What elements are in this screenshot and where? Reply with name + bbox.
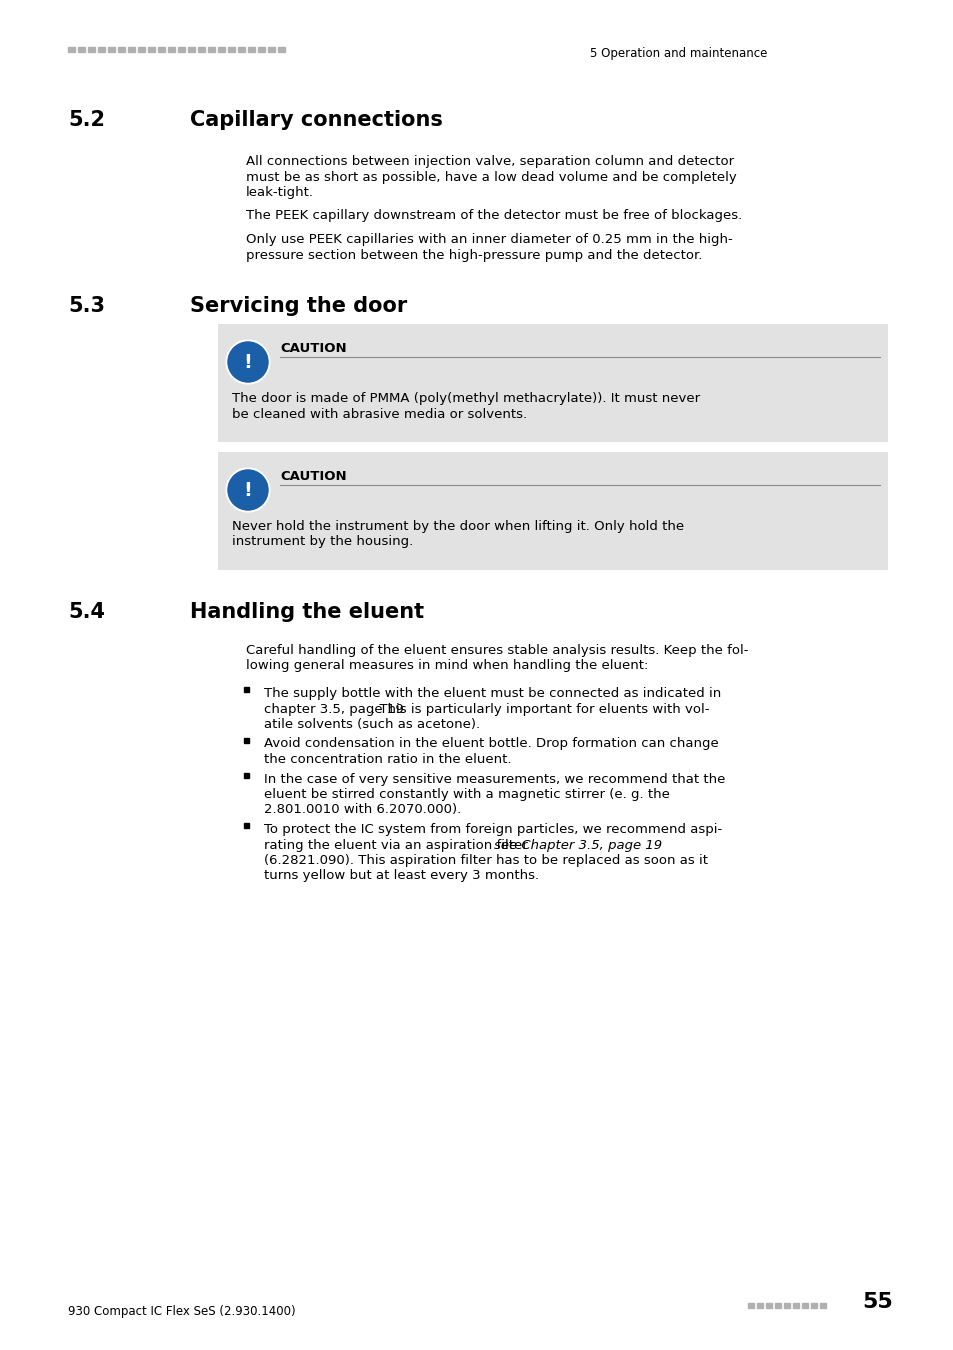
Text: atile solvents (such as acetone).: atile solvents (such as acetone). <box>264 718 479 730</box>
Text: pressure section between the high-pressure pump and the detector.: pressure section between the high-pressu… <box>246 248 701 262</box>
Text: Handling the eluent: Handling the eluent <box>190 602 424 622</box>
Text: . This is particularly important for eluents with vol-: . This is particularly important for elu… <box>371 702 709 716</box>
Text: instrument by the housing.: instrument by the housing. <box>232 536 413 548</box>
Text: Servicing the door: Servicing the door <box>190 296 407 316</box>
Bar <box>168 47 174 53</box>
Bar <box>138 47 145 53</box>
Circle shape <box>228 470 268 510</box>
Bar <box>257 47 265 53</box>
Text: CAUTION: CAUTION <box>280 470 346 483</box>
Text: leak-tight.: leak-tight. <box>246 186 314 198</box>
Circle shape <box>228 342 268 382</box>
Text: the concentration ratio in the eluent.: the concentration ratio in the eluent. <box>264 753 511 765</box>
Bar <box>218 452 887 570</box>
Text: turns yellow but at least every 3 months.: turns yellow but at least every 3 months… <box>264 869 538 883</box>
Text: lowing general measures in mind when handling the eluent:: lowing general measures in mind when han… <box>246 660 648 672</box>
Text: Only use PEEK capillaries with an inner diameter of 0.25 mm in the high-: Only use PEEK capillaries with an inner … <box>246 234 732 246</box>
Text: To protect the IC system from foreign particles, we recommend aspi-: To protect the IC system from foreign pa… <box>264 824 721 836</box>
Bar <box>244 772 249 778</box>
Text: eluent be stirred constantly with a magnetic stirrer (e. g. the: eluent be stirred constantly with a magn… <box>264 788 669 801</box>
Text: !: ! <box>243 352 253 371</box>
Text: 5.2: 5.2 <box>68 109 105 130</box>
Bar <box>244 687 249 693</box>
Text: 2.801.0010 with 6.2070.000).: 2.801.0010 with 6.2070.000). <box>264 803 460 817</box>
Bar <box>98 47 105 53</box>
Text: (6.2821.090). This aspiration filter has to be replaced as soon as it: (6.2821.090). This aspiration filter has… <box>264 855 707 867</box>
Bar <box>277 47 285 53</box>
Bar <box>747 1303 753 1308</box>
Text: 5.3: 5.3 <box>68 296 105 316</box>
Text: see Chapter 3.5, page 19: see Chapter 3.5, page 19 <box>494 838 661 852</box>
Bar <box>228 47 234 53</box>
Bar <box>801 1303 807 1308</box>
Text: rating the eluent via an aspiration filter: rating the eluent via an aspiration filt… <box>264 838 532 852</box>
Text: 5 Operation and maintenance: 5 Operation and maintenance <box>589 47 766 59</box>
Text: The supply bottle with the eluent must be connected as indicated in: The supply bottle with the eluent must b… <box>264 687 720 701</box>
Text: In the case of very sensitive measurements, we recommend that the: In the case of very sensitive measuremen… <box>264 772 724 786</box>
Bar <box>158 47 165 53</box>
Text: !: ! <box>243 481 253 500</box>
Bar <box>244 737 249 742</box>
Text: chapter 3.5, page 19: chapter 3.5, page 19 <box>264 702 403 716</box>
Bar <box>178 47 185 53</box>
Bar <box>198 47 205 53</box>
Text: 55: 55 <box>862 1292 892 1312</box>
Bar <box>148 47 154 53</box>
Bar <box>792 1303 799 1308</box>
Bar <box>765 1303 771 1308</box>
Text: Avoid condensation in the eluent bottle. Drop formation can change: Avoid condensation in the eluent bottle.… <box>264 737 718 751</box>
Bar <box>244 824 249 828</box>
Text: be cleaned with abrasive media or solvents.: be cleaned with abrasive media or solven… <box>232 408 527 420</box>
Bar <box>237 47 245 53</box>
Bar <box>810 1303 816 1308</box>
Bar <box>68 47 75 53</box>
Text: 930 Compact IC Flex SeS (2.930.1400): 930 Compact IC Flex SeS (2.930.1400) <box>68 1305 295 1318</box>
Bar <box>783 1303 789 1308</box>
Bar <box>820 1303 825 1308</box>
Text: All connections between injection valve, separation column and detector: All connections between injection valve,… <box>246 155 734 167</box>
Bar <box>248 47 254 53</box>
Text: Careful handling of the eluent ensures stable analysis results. Keep the fol-: Careful handling of the eluent ensures s… <box>246 644 748 657</box>
Bar <box>108 47 115 53</box>
Bar <box>757 1303 762 1308</box>
Text: CAUTION: CAUTION <box>280 342 346 355</box>
Bar <box>218 324 887 441</box>
Bar <box>774 1303 781 1308</box>
Text: The PEEK capillary downstream of the detector must be free of blockages.: The PEEK capillary downstream of the det… <box>246 209 741 223</box>
Bar <box>78 47 85 53</box>
Bar <box>218 47 225 53</box>
Text: Capillary connections: Capillary connections <box>190 109 442 130</box>
Text: Never hold the instrument by the door when lifting it. Only hold the: Never hold the instrument by the door wh… <box>232 520 683 533</box>
Bar <box>88 47 95 53</box>
Bar <box>268 47 274 53</box>
Text: The door is made of PMMA (poly(methyl methacrylate)). It must never: The door is made of PMMA (poly(methyl me… <box>232 392 700 405</box>
Text: 5.4: 5.4 <box>68 602 105 622</box>
Text: must be as short as possible, have a low dead volume and be completely: must be as short as possible, have a low… <box>246 170 736 184</box>
Bar <box>208 47 214 53</box>
Bar <box>128 47 135 53</box>
Bar <box>188 47 194 53</box>
Bar <box>118 47 125 53</box>
